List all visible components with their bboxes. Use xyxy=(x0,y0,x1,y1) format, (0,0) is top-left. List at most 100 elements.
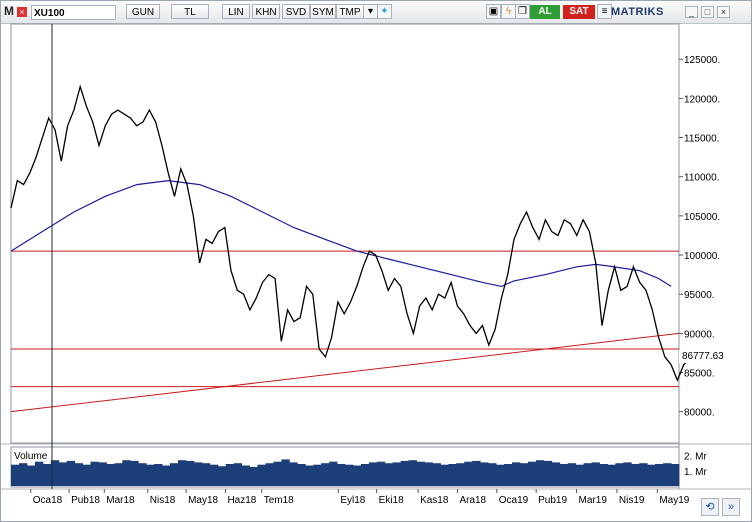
volume-bar xyxy=(106,464,115,486)
volume-bar xyxy=(98,462,107,486)
time-axis-label: Eyl18 xyxy=(340,495,365,506)
volume-bar xyxy=(90,461,99,486)
period-button[interactable]: GUN xyxy=(126,4,160,19)
volume-bar xyxy=(520,463,529,486)
volume-axis-label: 1. Mr xyxy=(684,467,707,478)
volume-bar xyxy=(408,460,417,486)
volume-bar xyxy=(575,464,584,486)
symbol-field[interactable]: XU100 xyxy=(31,5,116,20)
twitter-icon[interactable]: ✦ xyxy=(377,4,392,19)
volume-bar xyxy=(472,460,481,486)
volume-bar xyxy=(400,460,410,486)
dropdown-icon[interactable]: ▾ xyxy=(363,4,378,19)
volume-bar xyxy=(591,462,600,486)
price-axis: 80000. 85000. 90000. 95000. 100000. 105000. 11… xyxy=(679,55,720,419)
time-axis-label: Ara18 xyxy=(459,495,486,506)
sell-button[interactable]: SAT xyxy=(563,5,595,19)
volume-bar xyxy=(82,464,91,486)
volume-bar xyxy=(496,464,505,486)
volume-bar xyxy=(424,462,433,486)
volume-bar xyxy=(66,460,76,486)
price-axis-label: 115000. xyxy=(684,134,719,145)
volume-bar xyxy=(146,464,155,486)
volume-bar xyxy=(512,462,521,486)
volume-bar xyxy=(432,463,441,486)
time-axis-label: Haz18 xyxy=(227,495,256,506)
volume-bar xyxy=(353,465,362,486)
volume-bar xyxy=(527,461,537,486)
volume-bar xyxy=(19,463,28,486)
volume-bar xyxy=(265,463,274,486)
volume-axis: 2. Mr 1. Mr xyxy=(684,452,707,478)
volume-bar xyxy=(392,462,402,486)
volume-bar xyxy=(241,465,250,486)
close-icon[interactable]: × xyxy=(17,7,27,17)
volume-bar xyxy=(376,461,386,486)
time-axis-label: Oca19 xyxy=(499,495,529,506)
scale-button[interactable]: LIN xyxy=(222,4,250,19)
volume-bar xyxy=(273,461,282,486)
sym-button[interactable]: SYM xyxy=(310,4,336,19)
svd-button[interactable]: SVD xyxy=(282,4,310,19)
volume-bar xyxy=(535,460,545,486)
price-panel xyxy=(10,23,680,444)
buy-button[interactable]: AL xyxy=(530,5,560,19)
time-axis-label: Pub19 xyxy=(538,495,567,506)
volume-bar xyxy=(249,467,258,486)
app-logo: M xyxy=(4,4,14,18)
volume-bar xyxy=(122,460,131,486)
price-axis-label: 90000. xyxy=(684,329,715,340)
volume-bar xyxy=(567,463,577,486)
price-axis-label: 105000. xyxy=(684,212,720,223)
volume-bars xyxy=(11,459,680,486)
time-axis: Oca18 Pub18 Mar18 Nis18 May18 Haz18 Tem18 Eyl18… xyxy=(30,489,690,506)
volume-axis-label: 2. Mr xyxy=(684,452,707,463)
scroll-end-icon[interactable]: » xyxy=(722,498,740,516)
volume-bar xyxy=(639,463,648,486)
volume-bar xyxy=(337,464,346,486)
volume-bar xyxy=(623,462,632,486)
pin-icon[interactable]: ▣ xyxy=(486,4,501,19)
khn-button[interactable]: KHN xyxy=(252,4,280,19)
last-price-label: 86777.63 xyxy=(679,350,739,363)
price-axis-label: 110000. xyxy=(684,173,719,184)
time-axis-label: Pub18 xyxy=(71,495,100,506)
volume-bar xyxy=(130,460,139,486)
volume-bar xyxy=(162,465,171,486)
auto-scroll-icon[interactable]: ⟲ xyxy=(701,498,719,516)
volume-bar xyxy=(193,462,203,486)
volume-bar xyxy=(671,464,680,486)
price-axis-label: 80000. xyxy=(684,408,715,419)
menu-icon[interactable]: ≡ xyxy=(597,4,612,19)
time-axis-label: Eki18 xyxy=(379,495,404,506)
volume-bar xyxy=(321,463,330,486)
price-axis-label: 100000. xyxy=(684,251,720,262)
volume-bar xyxy=(209,464,219,486)
volume-bar xyxy=(26,465,36,486)
volume-bar xyxy=(599,464,608,486)
volume-bar xyxy=(663,463,672,486)
maximize-icon[interactable]: □ xyxy=(701,6,714,18)
rising-trendline[interactable] xyxy=(10,332,680,413)
time-axis-label: Mar18 xyxy=(106,495,135,506)
volume-bar xyxy=(448,464,457,486)
volume-bar xyxy=(138,463,147,486)
minimize-icon[interactable]: _ xyxy=(685,6,698,18)
volume-bar xyxy=(345,464,354,486)
volume-bar xyxy=(313,464,322,486)
volume-bar xyxy=(360,464,370,486)
price-axis-label: 120000. xyxy=(684,94,720,105)
time-axis-label: Nis18 xyxy=(150,495,176,506)
volume-bar xyxy=(233,463,243,486)
volume-bar xyxy=(225,464,235,486)
window-close-icon[interactable]: × xyxy=(717,6,730,18)
brand-logo: MATRIKS xyxy=(611,6,664,18)
volume-bar xyxy=(456,463,465,486)
currency-button[interactable]: TL xyxy=(171,4,209,19)
volume-bar xyxy=(647,464,656,486)
volume-bar xyxy=(178,460,187,486)
copy-icon[interactable]: ❐ xyxy=(515,4,530,19)
time-axis-label: Tem18 xyxy=(264,495,294,506)
